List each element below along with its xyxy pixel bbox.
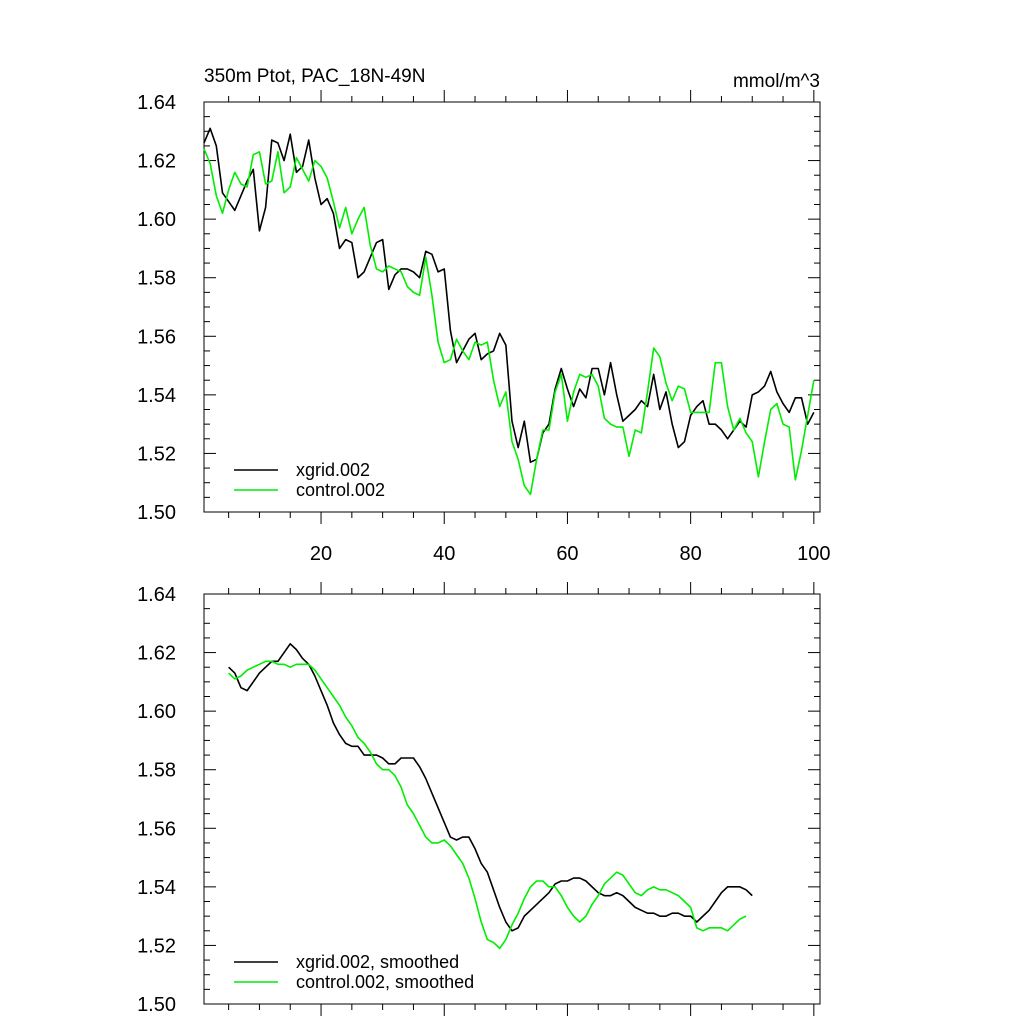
x-tick-label: 20 (310, 543, 332, 565)
series-line-control-002 (203, 148, 815, 496)
series-line-xgrid-002-smoothed (228, 642, 753, 932)
y-tick-label: 1.64 (137, 92, 176, 114)
legend-label: control.002, smoothed (296, 972, 474, 992)
chart-units: mmol/m^3 (733, 71, 820, 92)
y-tick-label: 1.58 (137, 268, 176, 290)
y-tick-label: 1.50 (137, 502, 176, 524)
plot-frame (203, 101, 821, 513)
y-tick-label: 1.62 (137, 151, 176, 173)
series-line-control-002-smoothed (228, 660, 747, 950)
y-tick-label: 1.56 (137, 326, 176, 348)
y-tick-label: 1.64 (137, 584, 176, 606)
legend-label: xgrid.002 (296, 460, 370, 480)
series-line-xgrid-002 (203, 127, 815, 464)
x-tick-label: 60 (556, 543, 578, 565)
y-tick-label: 1.56 (137, 818, 176, 840)
top-panel: 1.50 1.52 1.54 1.56 1.58 1.60 1.62 1.64 20 40 60 80… (137, 66, 830, 565)
x-tick-label: 40 (433, 543, 455, 565)
y-tick-label: 1.60 (137, 209, 176, 231)
y-tick-label: 1.50 (137, 994, 176, 1016)
plot-frame (203, 593, 821, 1005)
y-tick-label: 1.54 (137, 385, 176, 407)
x-tick-label: 80 (680, 543, 702, 565)
y-tick-label: 1.52 (137, 935, 176, 957)
y-tick-label: 1.60 (137, 701, 176, 723)
y-tick-label: 1.54 (137, 877, 176, 899)
y-tick-label: 1.52 (137, 443, 176, 465)
y-tick-label: 1.62 (137, 643, 176, 665)
legend-label: xgrid.002, smoothed (296, 952, 459, 972)
x-tick-label: 100 (797, 543, 830, 565)
legend-label: control.002 (296, 480, 385, 500)
chart-title: 350m Ptot, PAC_18N-49N (204, 66, 425, 87)
bottom-panel: 1.50 1.52 1.54 1.56 1.58 1.60 1.62 1.64 xgrid.00… (137, 582, 821, 1016)
y-tick-label: 1.58 (137, 760, 176, 782)
